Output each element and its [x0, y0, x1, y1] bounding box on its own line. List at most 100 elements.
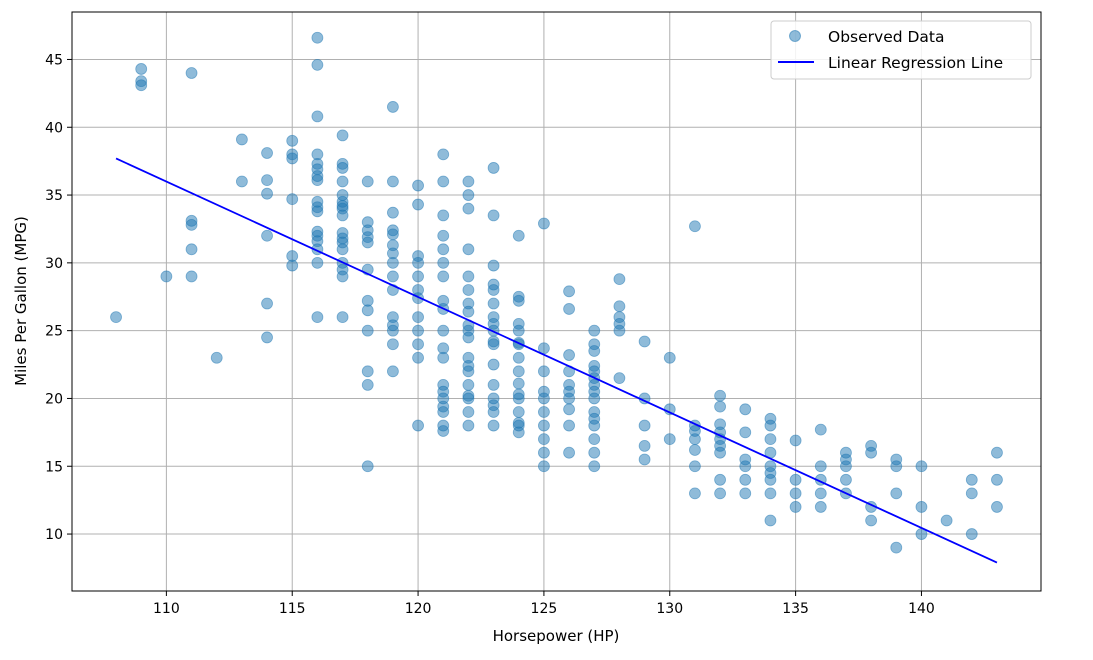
data-point: [412, 311, 424, 323]
data-point: [538, 419, 550, 432]
data-point: [965, 473, 978, 486]
data-point: [563, 446, 575, 459]
data-point: [261, 174, 273, 187]
data-point: [437, 229, 450, 242]
x-tick-label: 110: [153, 601, 180, 617]
data-point: [512, 294, 525, 307]
data-point: [210, 351, 223, 364]
data-point: [437, 351, 450, 364]
data-point: [588, 345, 601, 357]
data-point: [437, 270, 450, 283]
data-point: [235, 175, 248, 188]
data-point: [890, 487, 903, 500]
data-point: [387, 101, 399, 113]
data-point: [462, 378, 475, 391]
regression-line: [115, 157, 998, 564]
data-point: [387, 206, 399, 219]
data-point: [361, 324, 374, 337]
data-point: [361, 236, 374, 249]
data-point: [412, 324, 424, 337]
data-point: [563, 392, 575, 405]
data-point: [663, 433, 676, 446]
axis-ticks: 110 115 120 125 130 135 140 10 15 20 25 30 35 40 45: [45, 52, 935, 617]
legend-box: [770, 20, 1032, 80]
data-point: [789, 473, 802, 486]
data-point: [387, 228, 399, 241]
data-point: [336, 209, 349, 222]
data-point: [538, 217, 550, 230]
data-point: [764, 487, 777, 500]
data-point: [487, 378, 500, 391]
data-point: [487, 209, 500, 222]
data-point: [563, 349, 575, 361]
data-point: [991, 446, 1003, 459]
data-point: [336, 162, 349, 174]
data-point: [638, 440, 651, 452]
x-axis-label: Horsepower (HP): [493, 627, 620, 645]
x-tick-label: 140: [908, 601, 935, 617]
data-point: [487, 406, 500, 418]
data-point: [613, 324, 626, 337]
data-point: [814, 460, 827, 473]
data-point: [538, 392, 550, 405]
data-point: [814, 487, 827, 500]
data-point: [538, 446, 550, 459]
x-tick-label: 115: [279, 601, 306, 617]
data-point: [965, 487, 978, 500]
data-point: [437, 324, 450, 337]
data-point: [588, 392, 601, 405]
data-point: [462, 392, 475, 405]
y-tick-label: 35: [45, 188, 63, 204]
data-point: [739, 487, 752, 500]
data-point: [412, 198, 424, 211]
data-point: [361, 460, 374, 473]
data-point: [361, 365, 374, 378]
data-point: [387, 338, 399, 351]
data-point: [261, 229, 273, 242]
data-point: [387, 175, 399, 188]
data-point: [512, 392, 525, 405]
y-tick-label: 20: [45, 391, 63, 407]
observed-data-points: [110, 31, 1003, 554]
legend: Observed Data Linear Regression Line: [770, 20, 1032, 80]
data-point: [689, 460, 701, 473]
y-tick-label: 10: [45, 527, 63, 543]
data-point: [965, 528, 978, 540]
data-point: [462, 365, 475, 378]
data-point: [110, 311, 122, 323]
data-point: [764, 433, 777, 446]
data-point: [890, 541, 903, 554]
data-point: [714, 487, 726, 500]
y-tick-label: 15: [45, 459, 63, 475]
data-point: [261, 297, 273, 310]
data-point: [814, 501, 827, 513]
data-point: [538, 406, 550, 418]
data-point: [512, 324, 525, 337]
data-point: [789, 501, 802, 513]
data-point: [865, 514, 878, 527]
data-point: [336, 243, 349, 256]
data-point: [311, 110, 324, 123]
data-point: [487, 338, 500, 351]
legend-marker-observed: [789, 30, 801, 42]
data-point: [286, 134, 299, 147]
data-point: [185, 218, 198, 231]
data-point: [336, 311, 349, 323]
data-point: [689, 220, 701, 233]
data-point: [412, 419, 424, 432]
data-point: [412, 338, 424, 351]
data-point: [361, 175, 374, 188]
data-point: [764, 514, 777, 527]
data-point: [991, 473, 1003, 486]
data-point: [512, 351, 525, 364]
data-point: [286, 152, 299, 165]
data-point: [462, 419, 475, 432]
plot-frame: [71, 11, 1042, 592]
data-point: [689, 444, 701, 456]
data-point: [462, 202, 475, 215]
x-tick-label: 125: [531, 601, 558, 617]
data-point: [588, 433, 601, 446]
y-tick-label: 30: [45, 256, 63, 272]
data-point: [462, 331, 475, 344]
data-point: [412, 179, 424, 192]
